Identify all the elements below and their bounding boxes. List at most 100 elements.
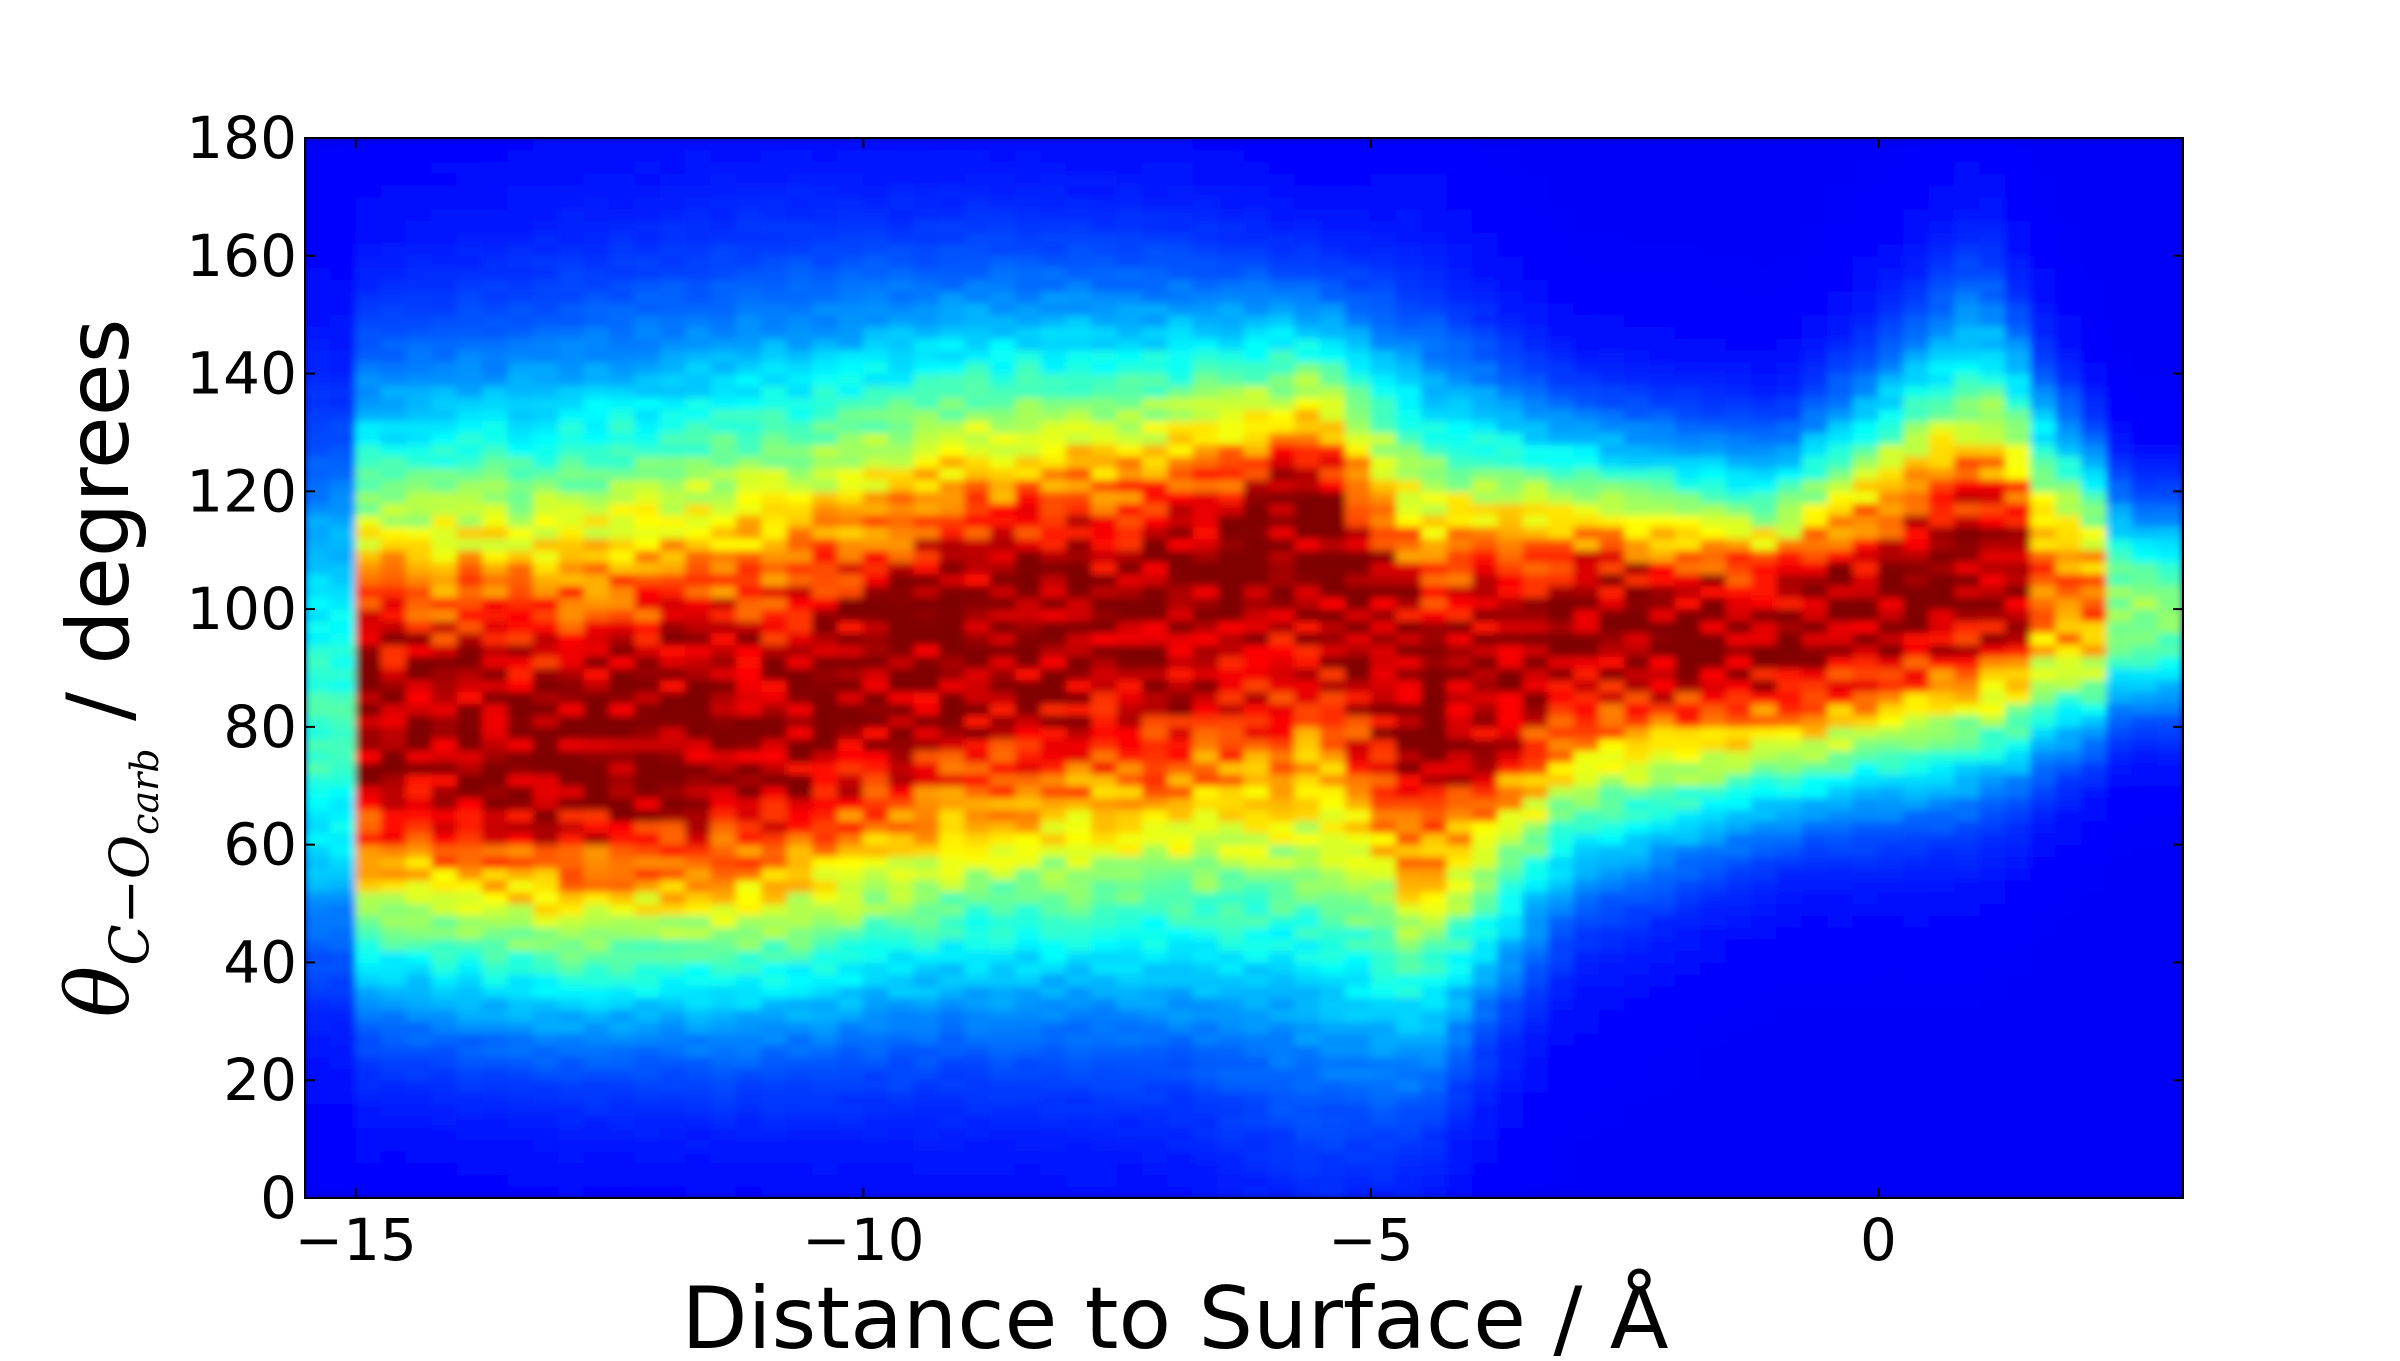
heatmap-cell — [1675, 161, 1701, 174]
heatmap-cell — [406, 1056, 432, 1069]
heatmap-cell — [863, 550, 889, 563]
heatmap-cell — [685, 974, 711, 987]
heatmap-cell — [711, 668, 737, 681]
heatmap-cell — [609, 1033, 635, 1046]
heatmap-cell — [888, 138, 914, 151]
heatmap-cell — [812, 479, 838, 492]
heatmap-cell — [736, 491, 762, 504]
heatmap-cell — [406, 550, 432, 563]
heatmap-cell — [939, 161, 965, 174]
heatmap-cell — [609, 244, 635, 257]
heatmap-cell — [305, 597, 331, 610]
heatmap-cell — [1396, 326, 1422, 339]
heatmap-cell — [1370, 1174, 1396, 1187]
heatmap-cell — [1472, 797, 1498, 810]
heatmap-cell — [1294, 738, 1320, 751]
heatmap-cell — [1041, 597, 1067, 610]
heatmap-cell — [660, 538, 686, 551]
heatmap-cell — [1345, 1174, 1371, 1187]
heatmap-cell — [431, 962, 457, 975]
heatmap-cell — [431, 1174, 457, 1187]
heatmap-cell — [1396, 750, 1422, 763]
heatmap-cell — [1370, 1150, 1396, 1163]
heatmap-cell — [431, 244, 457, 257]
heatmap-cell — [685, 774, 711, 787]
heatmap-cell — [1447, 255, 1473, 268]
heatmap-cell — [609, 385, 635, 398]
heatmap-cell — [1320, 1068, 1346, 1081]
heatmap-cell — [406, 432, 432, 445]
heatmap-cell — [1573, 503, 1599, 516]
heatmap-cell — [736, 420, 762, 433]
heatmap-cell — [381, 467, 407, 480]
heatmap-cell — [1675, 491, 1701, 504]
heatmap-cell — [508, 420, 534, 433]
heatmap-cell — [431, 1150, 457, 1163]
heatmap-cell — [1218, 632, 1244, 645]
heatmap-cell — [1345, 503, 1371, 516]
heatmap-cell — [1269, 1044, 1295, 1057]
heatmap-cell — [1447, 891, 1473, 904]
heatmap-cell — [634, 267, 660, 280]
heatmap-cell — [406, 715, 432, 728]
heatmap-cell — [1041, 691, 1067, 704]
heatmap-cell — [1573, 1068, 1599, 1081]
heatmap-cell — [1650, 797, 1676, 810]
heatmap-cell — [812, 338, 838, 351]
heatmap-cell — [1142, 408, 1168, 421]
heatmap-cell — [964, 891, 990, 904]
heatmap-cell — [1320, 950, 1346, 963]
heatmap-cell — [457, 1162, 483, 1175]
heatmap-cell — [787, 432, 813, 445]
heatmap-cell — [1041, 267, 1067, 280]
heatmap-cell — [914, 1174, 940, 1187]
heatmap-cell — [355, 620, 381, 633]
heatmap-cell — [888, 1044, 914, 1057]
heatmap-cell — [1573, 809, 1599, 822]
heatmap-cell — [1700, 797, 1726, 810]
heatmap-cell — [888, 244, 914, 257]
heatmap-cell — [1675, 644, 1701, 657]
heatmap-cell — [1294, 620, 1320, 633]
heatmap-cell — [508, 609, 534, 622]
heatmap-cell — [355, 302, 381, 315]
heatmap-cell — [964, 138, 990, 151]
heatmap-cell — [1193, 1115, 1219, 1128]
heatmap-cell — [1167, 385, 1193, 398]
heatmap-cell — [1624, 632, 1650, 645]
heatmap-cell — [837, 1068, 863, 1081]
heatmap-cell — [381, 1056, 407, 1069]
heatmap-cell — [888, 255, 914, 268]
heatmap-cell — [1523, 620, 1549, 633]
heatmap-cell — [1396, 385, 1422, 398]
heatmap-cell — [457, 726, 483, 739]
heatmap-cell — [1675, 856, 1701, 869]
heatmap-cell — [1548, 785, 1574, 798]
heatmap-cell — [939, 255, 965, 268]
heatmap-cell — [457, 620, 483, 633]
heatmap-cell — [330, 715, 356, 728]
heatmap-cell — [1269, 279, 1295, 292]
heatmap-cell — [381, 456, 407, 469]
heatmap-cell — [787, 785, 813, 798]
heatmap-cell — [1320, 750, 1346, 763]
heatmap-cell — [558, 208, 584, 221]
heatmap-cell — [685, 1033, 711, 1046]
heatmap-cell — [660, 196, 686, 209]
heatmap-cell — [1294, 821, 1320, 834]
heatmap-cell — [482, 821, 508, 834]
heatmap-cell — [1599, 1115, 1625, 1128]
heatmap-cell — [457, 1044, 483, 1057]
heatmap-cell — [1396, 562, 1422, 575]
heatmap-cell — [355, 597, 381, 610]
heatmap-cell — [1548, 220, 1574, 233]
heatmap-cell — [736, 385, 762, 398]
heatmap-cell — [1624, 1174, 1650, 1187]
heatmap-cell — [1345, 302, 1371, 315]
heatmap-cell — [1142, 373, 1168, 386]
heatmap-cell — [812, 1080, 838, 1093]
heatmap-cell — [1167, 785, 1193, 798]
heatmap-cell — [1650, 1139, 1676, 1152]
heatmap-cell — [964, 1103, 990, 1116]
heatmap-cell — [1294, 291, 1320, 304]
